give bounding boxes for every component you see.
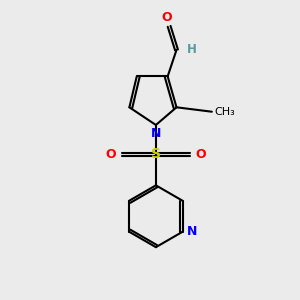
- Text: N: N: [187, 225, 197, 238]
- Text: O: O: [106, 148, 116, 161]
- Text: N: N: [151, 127, 161, 140]
- Text: H: H: [187, 44, 197, 56]
- Text: O: O: [196, 148, 206, 161]
- Text: S: S: [151, 147, 161, 161]
- Text: CH₃: CH₃: [215, 107, 236, 117]
- Text: O: O: [161, 11, 172, 24]
